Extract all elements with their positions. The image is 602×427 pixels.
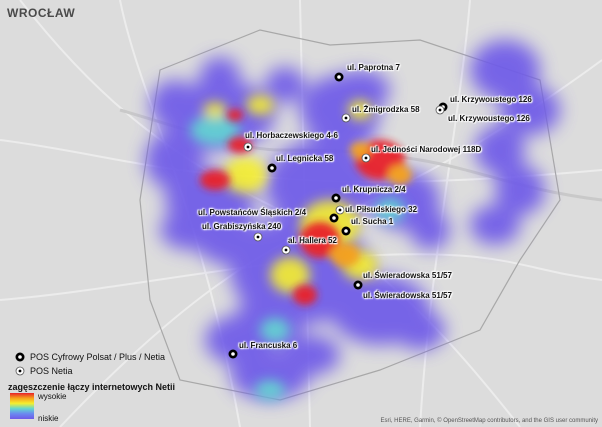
marker-legnicka-58[interactable] xyxy=(267,163,277,173)
pos-cyfrowy-legend-icon xyxy=(15,352,25,362)
map-legend: POS Cyfrowy Polsat / Plus / Netia POS Ne… xyxy=(6,348,196,424)
poi-label: ul. Krzywoustego 126 xyxy=(450,95,532,104)
legend-high-label: wysokie xyxy=(38,392,67,401)
poi-label: ul. Sucha 1 xyxy=(351,217,394,226)
marker-grabiszynska-240[interactable] xyxy=(253,232,263,242)
poi-label: ul. Francuska 6 xyxy=(239,341,298,350)
legend-low-label: niskie xyxy=(38,414,59,423)
city-boundary xyxy=(139,29,561,401)
marker-zmigrodzka-58[interactable] xyxy=(341,113,351,123)
map-attribution: Esri, HERE, Garmin, © OpenStreetMap cont… xyxy=(380,418,598,424)
marker-hallera-52[interactable] xyxy=(281,245,291,255)
pos-netia-markers xyxy=(243,105,445,255)
marker-powstancow-slaskich[interactable] xyxy=(329,213,339,223)
legend-pos-cyfrowy: POS Cyfrowy Polsat / Plus / Netia xyxy=(30,352,166,362)
marker-sucha-1[interactable] xyxy=(341,226,351,236)
poi-label: ul. Horbaczewskiego 4-6 xyxy=(245,131,338,140)
poi-label: al. Hallera 52 xyxy=(288,236,337,245)
marker-krzywoustego-126-netia[interactable] xyxy=(435,105,445,115)
poi-label: ul. Jedności Narodowej 118D xyxy=(371,145,482,154)
heat-high xyxy=(200,109,412,305)
poi-label: ul. Żmigrodzka 58 xyxy=(352,105,420,114)
marker-paprotna-7[interactable] xyxy=(334,72,344,82)
pos-cyfrowy-markers xyxy=(228,72,448,359)
poi-label: ul. Krzywoustego 126 xyxy=(448,114,530,123)
poi-label: ul. Świeradowska 51/57 xyxy=(363,271,452,280)
marker-horbaczewskiego[interactable] xyxy=(243,142,253,152)
poi-label: ul. Grabiszyńska 240 xyxy=(202,222,282,231)
marker-krupnicza-2-4[interactable] xyxy=(331,193,341,203)
poi-label: ul. Legnicka 58 xyxy=(276,154,334,163)
marker-pilsudskiego-32[interactable] xyxy=(335,205,345,215)
poi-label: ul. Świeradowska 51/57 xyxy=(363,291,452,300)
marker-swieradowska[interactable] xyxy=(353,280,363,290)
poi-label: ul. Piłsudskiego 32 xyxy=(345,205,418,214)
city-title: WROCŁAW xyxy=(7,6,76,20)
legend-density-title: zagęszczenie łączy internetowych Netii xyxy=(8,382,176,392)
pos-netia-legend-icon xyxy=(15,366,25,376)
poi-label: ul. Powstańców Śląskich 2/4 xyxy=(198,208,307,217)
legend-pos-netia: POS Netia xyxy=(30,366,73,376)
marker-jednosci-narodowej[interactable] xyxy=(361,153,371,163)
poi-label: ul. Krupnicza 2/4 xyxy=(342,185,406,194)
poi-label: ul. Paprotna 7 xyxy=(347,63,400,72)
heat-low xyxy=(145,40,560,400)
marker-francuska-6[interactable] xyxy=(228,349,238,359)
density-color-ramp xyxy=(10,393,34,419)
